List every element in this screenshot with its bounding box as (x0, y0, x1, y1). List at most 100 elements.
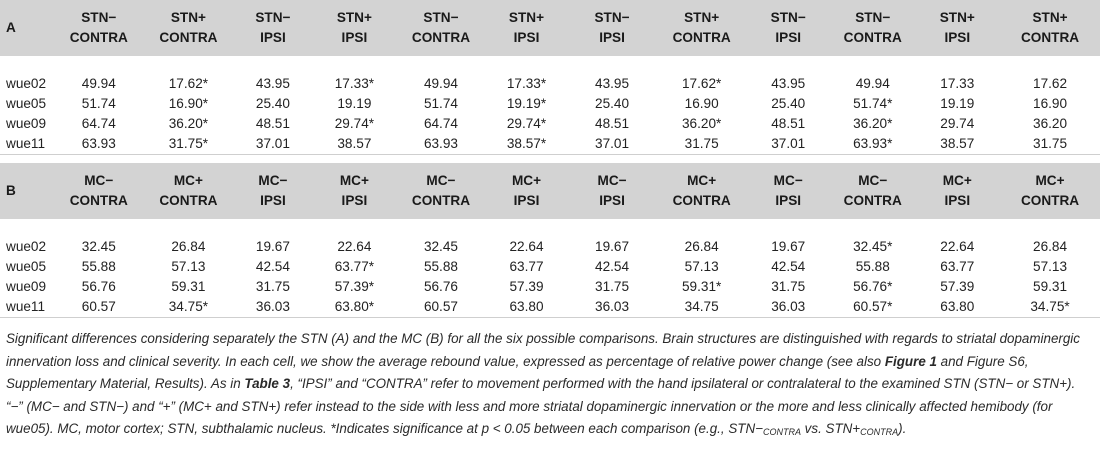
column-header-structure: MC− (258, 173, 288, 188)
table-cell: 63.77 (940, 259, 975, 274)
table-cell: 16.90 (1033, 96, 1068, 111)
table-row: wue02 32.45 26.84 19.67 22.64 32.45 22.64 19.67… (0, 237, 1100, 257)
data-table: A STN− CONTRA STN+ CONTRA STN− IPSI STN+ IPSI STN… (0, 0, 1100, 327)
table-cell: 57.13 (171, 259, 206, 274)
column-header: STN+ CONTRA (144, 0, 233, 56)
column-header-side: IPSI (944, 30, 971, 45)
table-cell: 49.94 (855, 76, 890, 91)
caption-text: , “IPSI” and “CONTRA” refer to movement … (6, 376, 1076, 436)
table-cell: 57.39 (940, 279, 975, 294)
spacer-row (0, 318, 1100, 327)
table-cell: 31.75 (657, 134, 746, 155)
table-cell: 19.19* (506, 96, 547, 111)
table-cell: 57.13 (684, 259, 719, 274)
column-header-side: IPSI (341, 30, 368, 45)
table-cell: 37.01 (232, 134, 314, 155)
row-label: wue11 (0, 297, 53, 318)
column-header: MC− CONTRA (831, 163, 915, 219)
section-b-label: B (0, 163, 53, 219)
table-cell: 29.74 (940, 116, 975, 131)
table-cell: 32.45 (423, 239, 458, 254)
table-cell: 36.20* (168, 116, 209, 131)
table-cell: 57.39* (334, 279, 375, 294)
table-cell: 51.74 (81, 96, 116, 111)
table-cell: 64.74 (423, 116, 458, 131)
table-cell: 56.76 (81, 279, 116, 294)
table-cell: 16.90 (684, 96, 719, 111)
figure-link[interactable]: Figure 1 (884, 353, 937, 369)
table-cell: 19.67 (595, 239, 630, 254)
table-cell: 31.75 (255, 279, 290, 294)
column-header-side: CONTRA (411, 30, 471, 45)
caption-text: and Figure S6, Supplementary Material, R… (6, 353, 1029, 392)
column-header-side: CONTRA (672, 193, 731, 208)
column-header-side: CONTRA (843, 193, 902, 208)
table-cell: 31.75* (144, 134, 233, 155)
caption-example: STN− (728, 421, 763, 436)
column-header-structure: STN+ (336, 10, 372, 25)
table-cell: 36.03 (566, 297, 658, 318)
table-cell: 59.31* (682, 279, 722, 294)
column-header-side: IPSI (775, 193, 802, 208)
table-figure: A STN− CONTRA STN+ CONTRA STN− IPSI STN+ IPSI STN… (0, 0, 1100, 437)
column-header-side: CONTRA (672, 30, 731, 45)
column-header-structure: MC− (858, 173, 888, 188)
table-cell: 43.95 (595, 76, 630, 91)
column-header: STN− CONTRA (52, 0, 145, 56)
column-header-structure: STN− (255, 10, 291, 25)
row-label: wue02 (6, 76, 47, 91)
table-cell: 42.54 (255, 259, 290, 274)
table-cell: 55.88 (423, 259, 458, 274)
table-cell: 43.95 (255, 76, 290, 91)
table-cell: 17.62* (682, 76, 722, 91)
table-cell: 29.74* (334, 116, 375, 131)
column-header-side: CONTRA (1020, 30, 1080, 45)
column-header: MC+ IPSI (313, 163, 396, 219)
table-cell: 63.77 (509, 259, 544, 274)
table-cell: 17.62* (168, 76, 209, 91)
column-header-side: CONTRA (843, 30, 902, 45)
table-cell: 19.67 (255, 239, 290, 254)
row-label: wue09 (6, 116, 47, 131)
column-header: STN+ IPSI (914, 0, 1001, 56)
table-cell: 37.01 (566, 134, 658, 155)
column-header-side: IPSI (513, 30, 540, 45)
column-header-structure: STN− (423, 10, 459, 25)
table-cell: 38.57* (486, 134, 567, 155)
table-cell: 42.54 (771, 259, 806, 274)
table-cell: 36.20* (853, 116, 893, 131)
table-cell: 31.75 (1000, 134, 1100, 155)
table-cell: 63.93* (831, 134, 915, 155)
row-label: wue02 (6, 239, 47, 254)
table-cell: 32.45 (81, 239, 116, 254)
column-header: MC+ CONTRA (1000, 163, 1100, 219)
table-cell: 43.95 (771, 76, 806, 91)
table-cell: 49.94 (423, 76, 458, 91)
table-cell: 63.80 (914, 297, 1001, 318)
column-header-side: IPSI (513, 193, 540, 208)
table-cell: 48.51 (595, 116, 630, 131)
table-cell: 64.74 (81, 116, 116, 131)
table-cell: 34.75 (657, 297, 746, 318)
column-header-structure: MC+ (1035, 173, 1065, 188)
table-cell: 29.74* (506, 116, 547, 131)
column-header-side: CONTRA (69, 193, 128, 208)
table-cell: 63.80 (486, 297, 567, 318)
table-cell: 55.88 (81, 259, 116, 274)
caption-subscript: CONTRA (860, 427, 899, 437)
column-header: STN− IPSI (745, 0, 831, 56)
row-label: wue11 (0, 134, 53, 155)
caption-subscript: CONTRA (762, 427, 801, 437)
table-row: wue09 56.76 59.31 31.75 57.39* 56.76 57.39 31.7… (0, 277, 1100, 297)
table-cell: 36.03 (745, 297, 831, 318)
table-cell: 38.57 (313, 134, 396, 155)
caption-text: ). (898, 421, 907, 436)
table-row: wue11 60.57 34.75* 36.03 63.80* 60.57 63.80 36.… (0, 297, 1100, 318)
column-header-structure: STN+ (508, 10, 545, 25)
column-header-side: IPSI (341, 193, 368, 208)
section-b-header-row: B MC− CONTRA MC+ CONTRA MC− IPSI MC+ IPSI MC− CONT… (0, 163, 1100, 219)
spacer-row (0, 56, 1100, 74)
table-cell: 31.75 (595, 279, 630, 294)
table-link[interactable]: Table 3 (244, 376, 291, 391)
table-cell: 63.93 (395, 134, 487, 155)
